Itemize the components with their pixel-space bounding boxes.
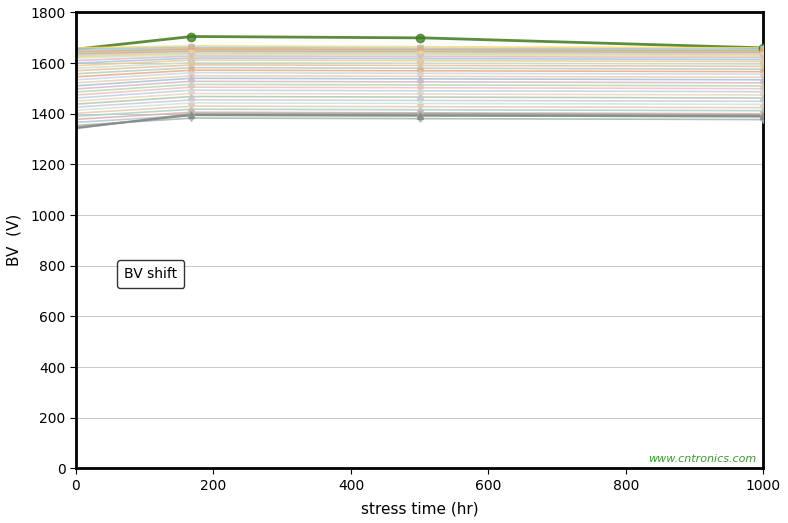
Legend: BV shift: BV shift — [117, 260, 184, 288]
X-axis label: stress time (hr): stress time (hr) — [361, 501, 478, 516]
Y-axis label: BV  (V): BV (V) — [7, 214, 22, 267]
Text: www.cntronics.com: www.cntronics.com — [649, 454, 756, 464]
